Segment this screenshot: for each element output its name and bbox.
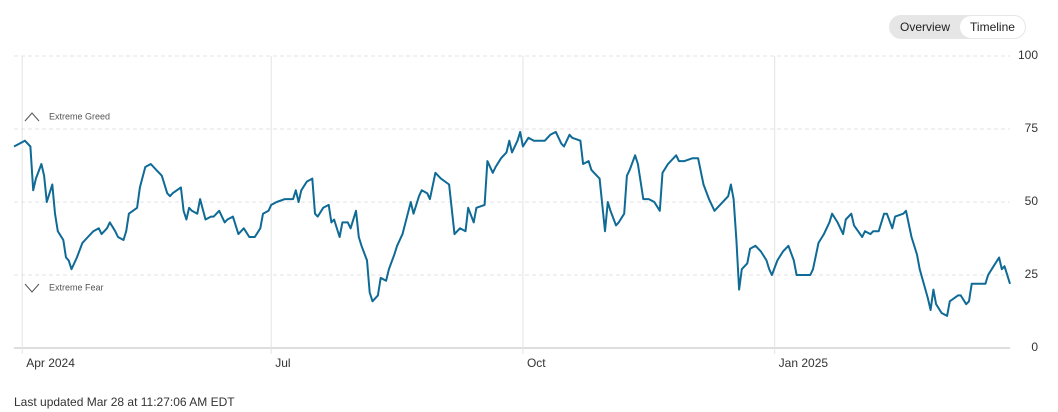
overview-button[interactable]: Overview xyxy=(900,20,951,34)
annotation-label: Extreme Fear xyxy=(49,282,104,292)
y-tick-label: 25 xyxy=(1025,267,1039,281)
y-tick-label: 75 xyxy=(1025,121,1039,135)
x-tick-label: Jan 2025 xyxy=(779,356,829,370)
annotation-chevron xyxy=(24,112,40,122)
annotation-chevron xyxy=(24,283,40,293)
footer: Last updated Mar 28 at 11:27:06 AM EDT xyxy=(14,395,235,409)
y-tick-label: 100 xyxy=(1018,48,1038,62)
x-tick-label: Apr 2024 xyxy=(26,356,75,370)
timeline-button[interactable]: Timeline xyxy=(960,16,1025,38)
y-tick-label: 0 xyxy=(1031,340,1038,354)
view-toggle: Overview Timeline xyxy=(889,15,1026,39)
index-line xyxy=(13,130,1011,317)
annotation-label: Extreme Greed xyxy=(49,111,110,121)
x-tick-label: Jul xyxy=(275,356,290,370)
x-tick-label: Oct xyxy=(527,356,546,370)
y-tick-label: 50 xyxy=(1025,194,1039,208)
